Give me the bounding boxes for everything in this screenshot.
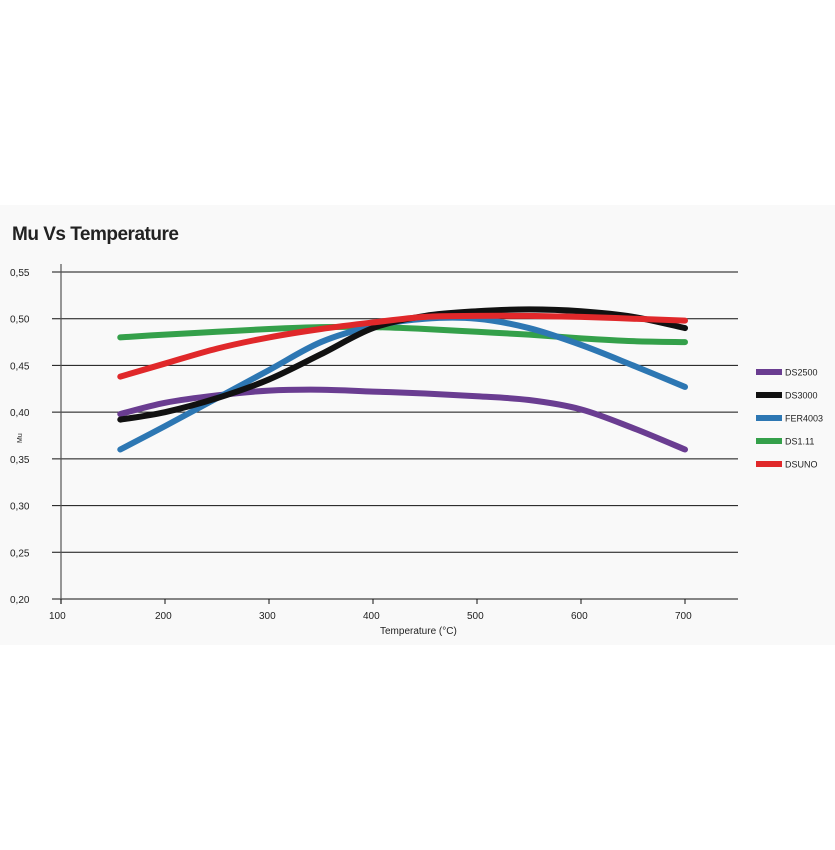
y-tick-label: 0,45 bbox=[10, 361, 30, 372]
y-axis-label: Mu bbox=[17, 433, 24, 443]
legend-swatch bbox=[756, 369, 782, 375]
legend-label: DS1.11 bbox=[785, 437, 814, 447]
x-axis-label: Temperature (°C) bbox=[380, 626, 457, 637]
x-tick-label: 600 bbox=[571, 611, 588, 622]
y-tick-label: 0,35 bbox=[10, 455, 30, 466]
y-tick-label: 0,40 bbox=[10, 408, 30, 419]
series-line-ds2500 bbox=[117, 386, 688, 453]
y-tick-label: 0,50 bbox=[10, 315, 30, 326]
legend-label: DS3000 bbox=[785, 391, 818, 401]
x-tick-label: 200 bbox=[155, 611, 172, 622]
x-tick-label: 100 bbox=[49, 611, 66, 622]
x-tick-label: 500 bbox=[467, 611, 484, 622]
x-tick-label: 400 bbox=[363, 611, 380, 622]
y-tick-label: 0,30 bbox=[10, 502, 30, 513]
series-line-ds1-11 bbox=[117, 323, 688, 346]
legend-label: DS2500 bbox=[785, 368, 818, 378]
legend-swatch bbox=[756, 392, 782, 398]
legend-swatch bbox=[756, 461, 782, 467]
chart-background bbox=[0, 205, 835, 645]
x-tick-label: 700 bbox=[675, 611, 692, 622]
x-tick-label: 300 bbox=[259, 611, 276, 622]
y-tick-label: 0,55 bbox=[10, 268, 30, 279]
y-tick-label: 0,25 bbox=[10, 548, 30, 559]
legend-swatch bbox=[756, 415, 782, 421]
legend-swatch bbox=[756, 438, 782, 444]
series-line-dsuno bbox=[117, 312, 688, 380]
legend-label: DSUNO bbox=[785, 460, 818, 470]
y-tick-label: 0,20 bbox=[10, 595, 30, 606]
legend-label: FER4003 bbox=[785, 414, 823, 424]
chart-title: Mu Vs Temperature bbox=[12, 224, 179, 245]
